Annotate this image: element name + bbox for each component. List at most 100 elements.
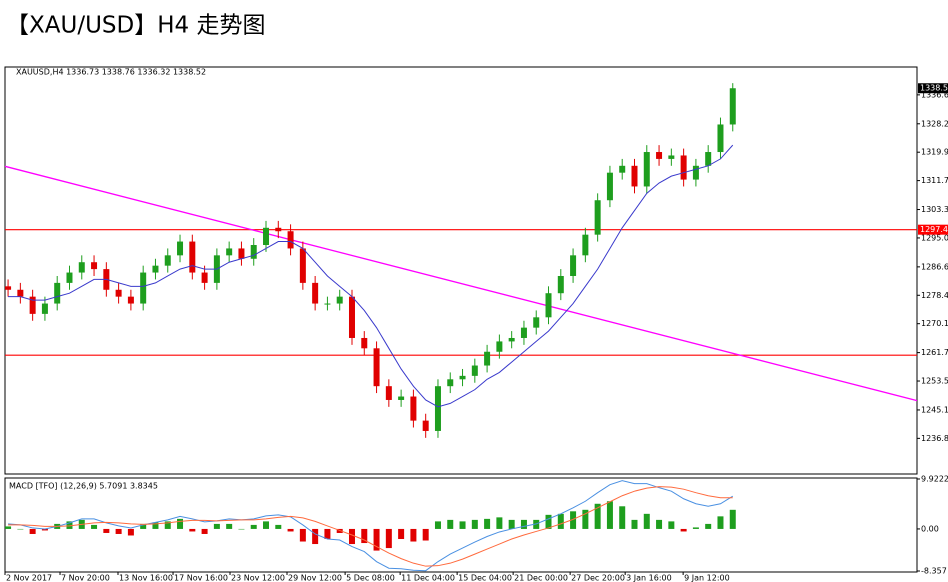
page-title: 【XAU/USD】H4 走势图: [6, 13, 265, 39]
macd-bar: [668, 521, 675, 529]
candle-body: [594, 200, 601, 235]
macd-bar: [520, 519, 527, 529]
macd-bar: [312, 528, 319, 545]
candle-body: [398, 396, 405, 400]
candle-body: [361, 337, 368, 349]
macd-bar: [41, 528, 48, 531]
macd-bar: [398, 528, 405, 540]
macd-bar: [570, 511, 577, 529]
macd-bar: [434, 521, 441, 529]
macd-bar: [594, 503, 601, 529]
x-tick-label: 21 Dec 00:00: [514, 574, 568, 582]
candle-body: [729, 88, 736, 125]
macd-bar: [238, 528, 245, 530]
macd-bar: [103, 528, 110, 533]
macd-bar: [705, 523, 712, 529]
macd-header: MACD [TFO] (12,26,9) 5.7091 3.8345: [9, 482, 158, 491]
macd-bar: [656, 519, 663, 529]
candle-body: [348, 296, 355, 338]
macd-bar: [140, 523, 147, 529]
candle-body: [17, 289, 24, 297]
macd-bar: [213, 523, 220, 529]
candle-body: [447, 379, 454, 387]
y-tick-label: 1303.30: [921, 205, 948, 214]
y-tick-label: 1261.75: [921, 348, 948, 357]
macd-bar: [692, 527, 699, 529]
macd-bar: [484, 518, 491, 529]
macd-line: [8, 480, 734, 572]
x-tick-label: 13 Nov 16:00: [119, 574, 173, 582]
candle-body: [692, 165, 699, 180]
y-tick-label: 1328.20: [921, 119, 948, 128]
candle-body: [410, 396, 417, 421]
candle-body: [656, 152, 663, 159]
candle-body: [312, 282, 319, 304]
candle-body: [78, 262, 85, 273]
macd-bar: [361, 528, 368, 544]
y-tick-label: 1236.85: [921, 434, 948, 443]
candle-body: [484, 351, 491, 366]
candle-body: [299, 248, 306, 283]
price-header: XAUUSD,H4 1336.73 1338.76 1336.32 1338.5…: [16, 68, 206, 77]
macd-bar: [250, 524, 257, 529]
y-tick-label: 1311.70: [921, 176, 948, 185]
macd-bar: [5, 526, 12, 529]
candle-body: [668, 155, 675, 159]
macd-bar: [115, 528, 122, 534]
candle-body: [570, 255, 577, 276]
x-tick-label: 29 Nov 12:00: [288, 574, 342, 582]
macd-bar: [299, 528, 306, 542]
macd-bar: [422, 528, 429, 541]
macd-panel: [4, 477, 918, 573]
y-tick-label: -8.357: [921, 567, 947, 576]
macd-bar: [729, 509, 736, 529]
candle-body: [91, 262, 98, 270]
x-tick-label: 17 Nov 16:00: [174, 574, 228, 582]
y-tick-label: 1286.65: [921, 262, 948, 271]
macd-bar: [619, 506, 626, 529]
candle-body: [201, 272, 208, 283]
x-tick-label: 27 Dec 20:00: [571, 574, 625, 582]
candle-body: [508, 337, 515, 342]
candle-body: [189, 241, 196, 273]
candle-body: [606, 172, 613, 201]
x-tick-label: 15 Dec 04:00: [458, 574, 512, 582]
candle-body: [177, 241, 184, 256]
candle-body: [619, 165, 626, 173]
price-panel: [4, 66, 918, 475]
macd-line: [8, 486, 733, 567]
macd-bar: [164, 521, 171, 529]
y-tick-label: 9.9222: [921, 475, 948, 484]
candle-body: [545, 293, 552, 318]
candle-body: [373, 348, 380, 387]
candle-body: [127, 296, 134, 304]
candle-body: [263, 227, 270, 246]
x-tick-label: 23 Nov 12:00: [231, 574, 285, 582]
y-tick-label: 1295.05: [921, 233, 948, 242]
candle-body: [226, 248, 233, 256]
macd-bar: [643, 513, 650, 529]
candle-body: [680, 155, 687, 180]
macd-bar: [152, 522, 159, 529]
y-tick-label: 1278.40: [921, 291, 948, 300]
candle-body: [471, 365, 478, 376]
macd-bar: [508, 519, 515, 529]
macd-bar: [496, 517, 503, 529]
macd-bar: [447, 519, 454, 529]
macd-bar: [201, 528, 208, 534]
trend-line: [4, 165, 918, 402]
candle-body: [238, 248, 245, 259]
candle-body: [324, 303, 331, 305]
macd-bar: [606, 501, 613, 529]
macd-bar: [263, 521, 270, 529]
candle-body: [533, 317, 540, 328]
candle-body: [275, 227, 282, 232]
y-tick-label: 0.00: [921, 524, 939, 533]
candle-body: [434, 386, 441, 431]
candle-body: [41, 303, 48, 314]
candle-body: [459, 375, 466, 380]
x-tick-label: 9 Jan 12:00: [684, 574, 730, 582]
candle-body: [705, 152, 712, 166]
candle-body: [496, 341, 503, 352]
macd-bar: [324, 528, 331, 540]
